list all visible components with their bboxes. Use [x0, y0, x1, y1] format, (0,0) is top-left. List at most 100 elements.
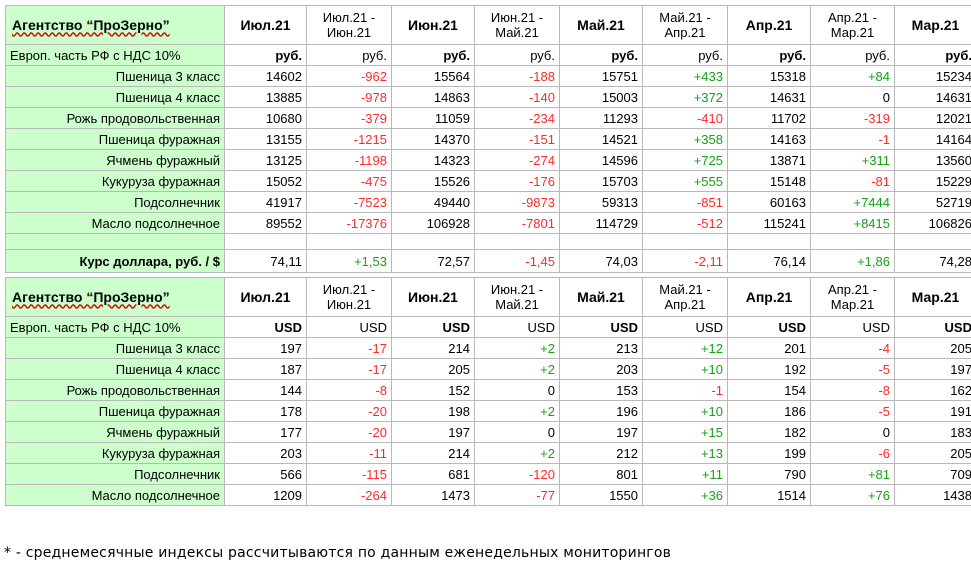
price-change: 0: [474, 421, 560, 443]
commodity-name: Масло подсолнечное: [5, 484, 225, 506]
commodity-name: Пшеница фуражная: [5, 400, 225, 422]
price-value: 15751: [559, 65, 643, 87]
price-value: 1514: [727, 484, 811, 506]
price-value: 13885: [224, 86, 307, 108]
month-column-header: Мар.21: [894, 5, 971, 45]
price-value: 14521: [559, 128, 643, 150]
commodity-name: Пшеница 3 класс: [5, 65, 225, 87]
price-change: -1: [810, 128, 895, 150]
price-value: 14323: [391, 149, 475, 171]
rate-change: -2,11: [642, 249, 728, 273]
price-value: 186: [727, 400, 811, 422]
price-change: +84: [810, 65, 895, 87]
delta-column-header: Май.21 - Апр.21: [642, 277, 728, 317]
price-value: 196: [559, 400, 643, 422]
unit-label: USD: [642, 316, 728, 338]
header-row: Агентство “ПроЗерно” Июл.21 Июл.21 - Июн.2…: [5, 277, 971, 317]
price-change: +36: [642, 484, 728, 506]
rate-value: 76,14: [727, 249, 811, 273]
price-change: +76: [810, 484, 895, 506]
price-value: 114729: [559, 212, 643, 234]
month-column-header: Июн.21: [391, 5, 475, 45]
price-value: 144: [224, 379, 307, 401]
price-change: 0: [810, 421, 895, 443]
price-change: -512: [642, 212, 728, 234]
price-value: 201: [727, 337, 811, 359]
month-column-header: Мар.21: [894, 277, 971, 317]
price-value: 60163: [727, 191, 811, 213]
month-column-header: Июл.21: [224, 5, 307, 45]
price-value: 152: [391, 379, 475, 401]
table-row: Пшеница фуражная 178 -20 198 +2 196 +10 186 -5 19…: [5, 400, 971, 422]
price-value: 89552: [224, 212, 307, 234]
price-change: +7444: [810, 191, 895, 213]
unit-label: руб.: [224, 44, 307, 66]
price-value: 177: [224, 421, 307, 443]
table-row: Пшеница 4 класс 187 -17 205 +2 203 +10 192 -5 197: [5, 358, 971, 380]
empty-cell: [5, 233, 225, 250]
price-change: -274: [474, 149, 560, 171]
price-value: 212: [559, 442, 643, 464]
price-value: 197: [224, 337, 307, 359]
price-value: 15703: [559, 170, 643, 192]
price-value: 15318: [727, 65, 811, 87]
price-value: 192: [727, 358, 811, 380]
rate-value: 72,57: [391, 249, 475, 273]
price-value: 178: [224, 400, 307, 422]
price-value: 115241: [727, 212, 811, 234]
price-value: 15003: [559, 86, 643, 108]
price-change: +358: [642, 128, 728, 150]
commodity-name: Пшеница 3 класс: [5, 337, 225, 359]
unit-label: USD: [559, 316, 643, 338]
price-change: +2: [474, 442, 560, 464]
price-change: +372: [642, 86, 728, 108]
price-change: +10: [642, 358, 728, 380]
price-value: 13125: [224, 149, 307, 171]
price-value: 15564: [391, 65, 475, 87]
price-change: -4: [810, 337, 895, 359]
unit-label: руб.: [559, 44, 643, 66]
price-change: -1: [642, 379, 728, 401]
price-value: 801: [559, 463, 643, 485]
agency-title: Агентство “ПроЗерно”: [5, 5, 225, 45]
price-change: -8: [306, 379, 392, 401]
price-value: 15229: [894, 170, 971, 192]
table-row: Масло подсолнечное 89552 -17376 106928 -7801…: [5, 212, 971, 234]
price-change: +2: [474, 400, 560, 422]
unit-label: руб.: [474, 44, 560, 66]
table-row: Кукуруза фуражная 203 -11 214 +2 212 +13 199 -6 2…: [5, 442, 971, 464]
unit-label: руб.: [810, 44, 895, 66]
unit-label: руб.: [894, 44, 971, 66]
price-change: +311: [810, 149, 895, 171]
table-row: Пшеница 4 класс 13885 -978 14863 -140 15003 +3…: [5, 86, 971, 108]
price-change: -5: [810, 358, 895, 380]
price-change: -962: [306, 65, 392, 87]
price-value: 11293: [559, 107, 643, 129]
delta-column-header: Июн.21 - Май.21: [474, 277, 560, 317]
price-value: 199: [727, 442, 811, 464]
price-value: 182: [727, 421, 811, 443]
unit-label: USD: [810, 316, 895, 338]
empty-cell: [810, 233, 895, 250]
commodity-name: Подсолнечник: [5, 463, 225, 485]
price-value: 13560: [894, 149, 971, 171]
price-value: 681: [391, 463, 475, 485]
price-value: 59313: [559, 191, 643, 213]
table-row: Пшеница 3 класс 197 -17 214 +2 213 +12 201 -4 205: [5, 337, 971, 359]
exchange-rate-label: Курс доллара, руб. / $: [5, 249, 225, 273]
price-value: 162: [894, 379, 971, 401]
price-value: 153: [559, 379, 643, 401]
price-change: +725: [642, 149, 728, 171]
unit-label: USD: [224, 316, 307, 338]
price-value: 41917: [224, 191, 307, 213]
month-column-header: Май.21: [559, 5, 643, 45]
delta-column-header: Июл.21 - Июн.21: [306, 277, 392, 317]
price-value: 1209: [224, 484, 307, 506]
price-change: -6: [810, 442, 895, 464]
price-value: 183: [894, 421, 971, 443]
price-change: +10: [642, 400, 728, 422]
price-value: 13155: [224, 128, 307, 150]
table-row: Ячмень фуражный 13125 -1198 14323 -274 14596 +…: [5, 149, 971, 171]
empty-cell: [224, 233, 307, 250]
price-change: -1215: [306, 128, 392, 150]
